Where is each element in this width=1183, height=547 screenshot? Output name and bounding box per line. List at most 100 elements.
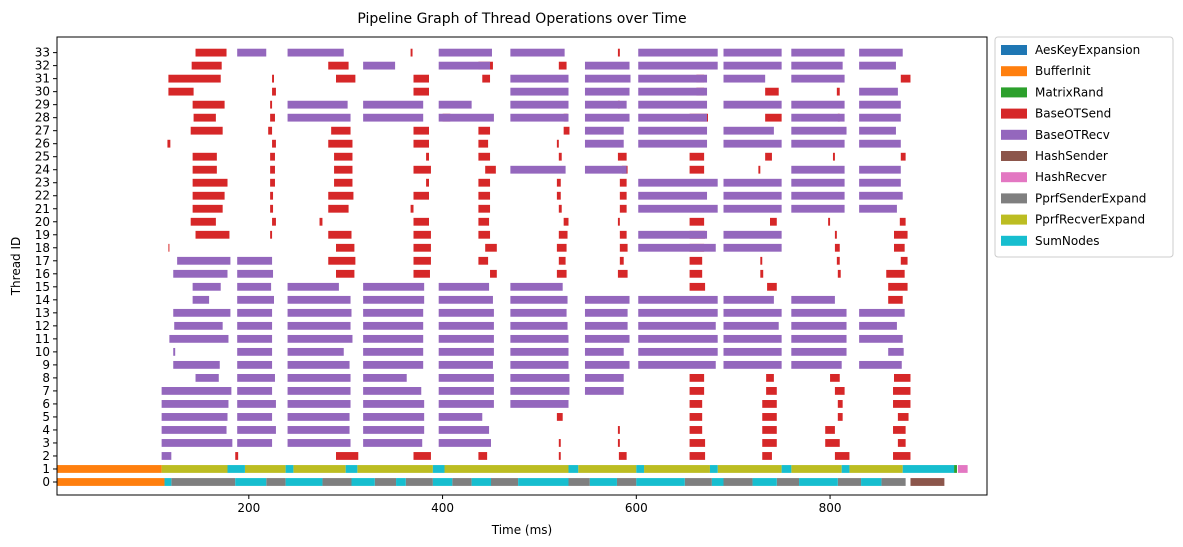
bar-baseotsend-thread-17 xyxy=(413,256,431,265)
bar-baseotrecv-thread-31 xyxy=(510,74,569,83)
bar-baseotsend-thread-20 xyxy=(272,217,276,226)
bar-pprfrecverexpand-thread-1 xyxy=(578,465,637,473)
y-tick-label: 19 xyxy=(35,228,50,242)
bar-baseotsend-thread-17 xyxy=(328,256,356,265)
legend-swatch xyxy=(1001,214,1027,225)
x-tick-label: 400 xyxy=(431,501,454,515)
bar-baseotrecv-thread-10 xyxy=(723,347,782,356)
bar-baseotsend-thread-23 xyxy=(619,178,627,187)
bar-baseotrecv-thread-13 xyxy=(859,308,905,317)
bar-baseotrecv-thread-28 xyxy=(638,113,708,122)
bar-baseotrecv-thread-14 xyxy=(723,295,774,304)
bar-baseotsend-thread-24 xyxy=(192,165,217,174)
bar-baseotsend-thread-20 xyxy=(478,217,490,226)
bar-baseotrecv-thread-33 xyxy=(438,48,492,57)
bar-baseotrecv-thread-8 xyxy=(195,373,219,382)
y-tick-label: 13 xyxy=(35,306,50,320)
bar-pprfrecverexpand-thread-1 xyxy=(791,465,842,473)
bar-baseotsend-thread-16 xyxy=(617,269,628,278)
bar-baseotrecv-thread-7 xyxy=(438,387,494,395)
bar-baseotrecv-thread-12 xyxy=(287,321,351,330)
legend: AesKeyExpansion BufferInit MatrixRand BaseO… xyxy=(994,36,1174,258)
legend-label: BufferInit xyxy=(1035,64,1091,78)
bar-sumnodes-thread-0 xyxy=(285,478,323,486)
bar-baseotrecv-thread-16 xyxy=(173,269,228,278)
bar-baseotrecv-thread-12 xyxy=(791,321,847,330)
legend-label: AesKeyExpansion xyxy=(1035,43,1140,57)
bar-baseotsend-thread-22 xyxy=(556,191,561,200)
bar-baseotsend-thread-21 xyxy=(270,204,274,213)
bar-baseotsend-thread-25 xyxy=(426,152,429,161)
bar-baseotrecv-thread-27 xyxy=(584,126,624,135)
bar-baseotrecv-thread-11 xyxy=(510,334,569,343)
bar-baseotsend-thread-7 xyxy=(893,387,911,395)
bar-baseotsend-thread-31 xyxy=(336,74,356,83)
bar-baseotrecv-thread-6 xyxy=(438,400,494,408)
bar-baseotrecv-thread-21 xyxy=(638,204,718,213)
bar-baseotsend-thread-19 xyxy=(270,230,273,239)
bar-baseotsend-thread-22 xyxy=(270,191,274,200)
bar-baseotsend-thread-24 xyxy=(270,165,275,174)
bar-baseotsend-thread-27 xyxy=(190,126,223,135)
y-tick-label: 12 xyxy=(35,319,50,333)
y-tick-label: 15 xyxy=(35,280,50,294)
bar-sumnodes-thread-1 xyxy=(345,465,358,473)
legend-swatch xyxy=(1001,129,1027,140)
bar-baseotrecv-thread-3 xyxy=(161,439,233,447)
bar-baseotrecv-thread-15 xyxy=(237,282,272,291)
bar-baseotsend-thread-24 xyxy=(413,165,431,174)
bar-pprfsenderexpand-thread-0 xyxy=(616,478,637,486)
bar-pprfsenderexpand-thread-0 xyxy=(881,478,906,486)
bar-baseotrecv-thread-22 xyxy=(723,191,782,200)
bar-baseotsend-thread-8 xyxy=(766,373,774,382)
y-tick-label: 0 xyxy=(42,475,50,489)
bar-sumnodes-thread-1 xyxy=(841,465,850,473)
bar-baseotsend-thread-22 xyxy=(413,191,429,200)
bar-baseotsend-thread-25 xyxy=(192,152,217,161)
bar-baseotrecv-thread-14 xyxy=(638,295,718,304)
legend-label: PprfSenderExpand xyxy=(1035,191,1146,205)
bar-baseotrecv-thread-27 xyxy=(791,126,847,135)
bar-baseotrecv-thread-7 xyxy=(287,387,351,395)
bar-baseotrecv-thread-30 xyxy=(638,87,708,96)
bar-baseotsend-thread-30 xyxy=(765,87,779,96)
bar-baseotsend-thread-21 xyxy=(558,204,562,213)
bar-baseotsend-thread-3 xyxy=(689,439,706,447)
y-tick-label: 25 xyxy=(35,150,50,164)
bar-baseotrecv-thread-3 xyxy=(237,439,273,447)
bar-matrixrand-thread-1 xyxy=(954,465,957,473)
bar-baseotrecv-thread-33 xyxy=(287,48,344,57)
bar-baseotrecv-thread-30 xyxy=(584,87,630,96)
bar-baseotrecv-thread-9 xyxy=(723,360,782,369)
bar-baseotsend-thread-24 xyxy=(485,165,496,174)
bar-baseotsend-thread-3 xyxy=(558,439,561,447)
bar-pprfrecverexpand-thread-1 xyxy=(293,465,346,473)
legend-label: BaseOTRecv xyxy=(1035,128,1110,142)
bar-baseotsend-thread-26 xyxy=(413,139,429,148)
bar-baseotsend-thread-33 xyxy=(195,48,227,57)
bar-bufferinit-thread-1 xyxy=(57,465,162,473)
bar-baseotsend-thread-5 xyxy=(689,413,703,421)
x-tick-label: 800 xyxy=(819,501,842,515)
bar-baseotrecv-thread-10 xyxy=(363,347,424,356)
bar-baseotsend-thread-19 xyxy=(558,230,568,239)
bar-baseotsend-thread-16 xyxy=(336,269,355,278)
bar-sumnodes-thread-0 xyxy=(235,478,267,486)
bar-baseotsend-thread-3 xyxy=(617,439,620,447)
bar-baseotrecv-thread-30 xyxy=(510,87,569,96)
bar-baseotsend-thread-30 xyxy=(168,87,194,96)
bar-baseotrecv-thread-3 xyxy=(363,439,423,447)
y-tick-label: 5 xyxy=(42,410,50,424)
y-tick-label: 33 xyxy=(35,46,50,60)
bar-baseotrecv-thread-23 xyxy=(638,178,718,187)
bar-baseotsend-thread-7 xyxy=(834,387,845,395)
bar-baseotsend-thread-5 xyxy=(837,413,843,421)
bar-pprfsenderexpand-thread-0 xyxy=(266,478,286,486)
y-tick-label: 32 xyxy=(35,59,50,73)
bar-baseotsend-thread-6 xyxy=(689,400,703,408)
y-tick-label: 28 xyxy=(35,111,50,125)
bar-pprfrecverexpand-thread-1 xyxy=(244,465,286,473)
bar-baseotrecv-thread-11 xyxy=(438,334,494,343)
bar-baseotrecv-thread-4 xyxy=(363,426,425,434)
y-tick-label: 30 xyxy=(35,85,50,99)
